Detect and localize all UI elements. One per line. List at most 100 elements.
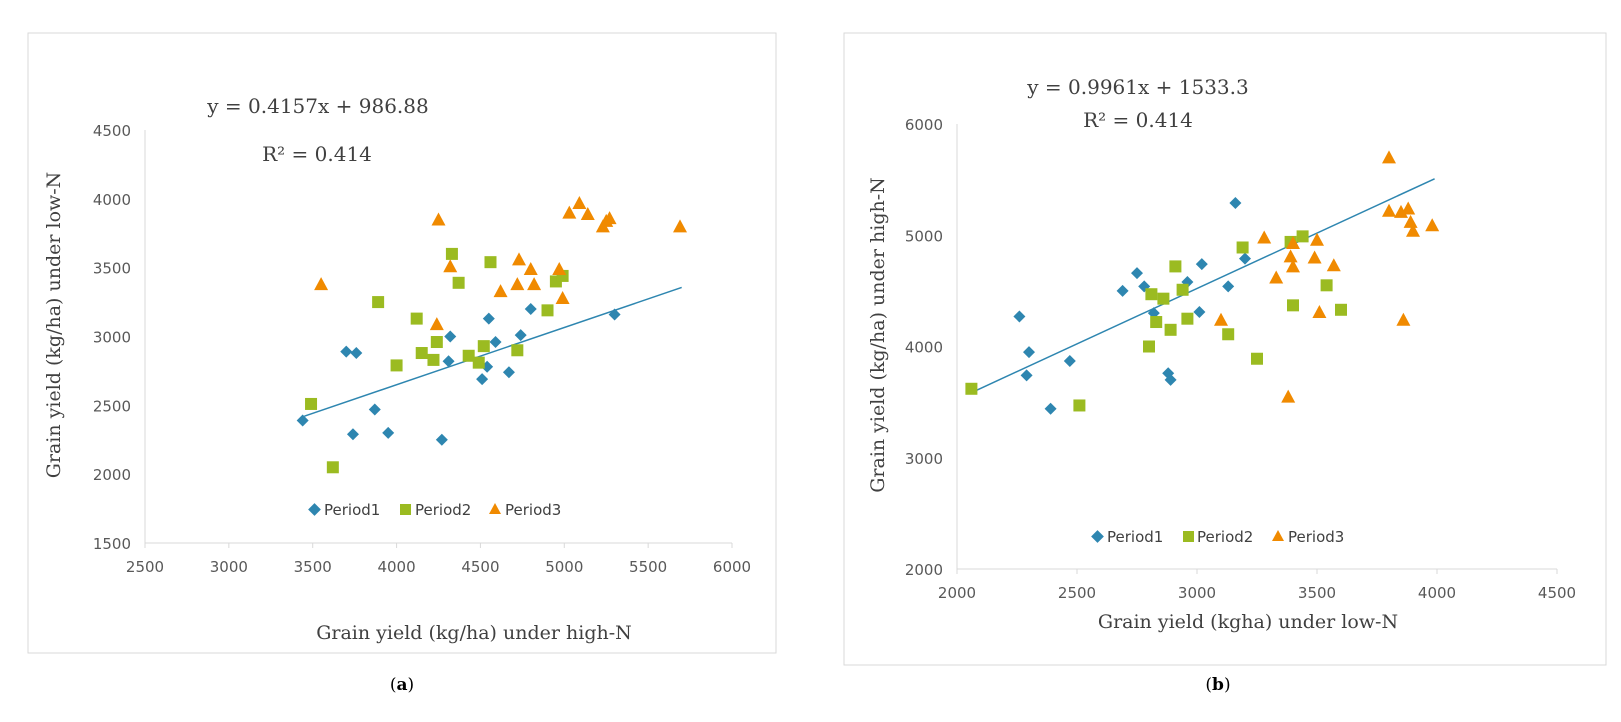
point-period3 [1269,270,1284,284]
point-period2 [462,349,475,362]
y-tick-label: 6000 [905,116,943,134]
chart-a-r2: R² = 0.414 [262,142,372,166]
y-tick-label: 1500 [93,535,131,553]
chart-b: y = 0.9961x + 1533.3 R² = 0.414 Grain yi… [867,75,1576,633]
point-period2 [965,382,978,395]
point-period2 [1143,340,1155,353]
point-period2 [452,276,465,289]
chart-a-legend: Period1 Period2 Period3 [308,501,561,519]
point-period2 [305,397,318,410]
chart-a-trendline [304,286,682,417]
point-period2 [1335,303,1347,316]
point-period2 [415,347,428,360]
point-period1 [1044,402,1057,415]
point-period2 [1176,283,1189,296]
point-period1 [346,428,359,441]
point-period1 [1164,373,1177,386]
chart-b-xlabel: Grain yield (kgha) under low-N [1098,611,1398,633]
point-period1 [1229,196,1242,209]
point-period3 [1382,150,1396,164]
point-period1 [482,312,495,325]
point-period2 [1157,292,1170,305]
point-period3 [431,212,446,226]
legend-b-period2-label: Period2 [1197,528,1253,546]
point-period2 [1169,260,1182,273]
x-tick-label: 3500 [294,558,332,576]
point-period3 [1406,223,1420,237]
point-period3 [429,317,444,331]
point-period3 [562,205,577,219]
legend-a-period2-marker [400,504,411,515]
point-period3 [314,277,329,291]
x-tick-label: 5500 [629,558,667,576]
chart-a-equation: y = 0.4157x + 986.88 [206,94,428,118]
caption-b: (b) [1205,675,1230,695]
x-tick-label: 4500 [461,558,499,576]
point-period3 [1307,250,1322,264]
x-tick-label: 3000 [210,558,248,576]
point-period1 [296,414,309,427]
point-period1 [1239,252,1251,265]
point-period2 [445,247,458,260]
point-period3 [572,195,587,209]
point-period2 [1222,328,1235,341]
point-period1 [1116,284,1129,297]
point-period1 [350,347,363,360]
point-period2 [372,296,385,309]
point-period1 [435,433,448,446]
x-tick-label: 3500 [1298,584,1336,602]
point-period1 [514,329,527,342]
y-tick-label: 5000 [905,227,943,245]
point-period3 [510,277,525,291]
legend-b-period1-label: Period1 [1107,528,1163,546]
point-period1 [1020,369,1033,382]
point-period3 [1214,312,1228,326]
point-period3 [1382,203,1396,217]
y-tick-label: 4500 [93,122,131,140]
point-period2 [326,461,339,474]
point-period2 [430,336,443,349]
point-period3 [1257,230,1272,244]
point-period2 [484,256,497,269]
y-tick-label: 4000 [905,339,943,357]
chart-a-xlabel: Grain yield (kg/ha) under high-N [316,622,632,644]
x-tick-label: 4000 [377,558,415,576]
point-period1 [444,330,457,343]
point-period2 [410,312,423,325]
point-period2 [1251,352,1263,365]
point-period1 [476,373,489,386]
point-period2 [472,356,485,369]
chart-b-trendline [971,178,1435,394]
x-tick-label: 2000 [938,584,976,602]
point-period1 [1013,310,1026,323]
point-period3 [1312,305,1327,319]
chart-b-legend: Period1 Period2 Period3 [1091,528,1344,546]
point-period2 [1150,316,1163,329]
y-tick-label: 3000 [93,329,131,347]
point-period3 [1310,232,1324,246]
legend-a-period2-label: Period2 [415,501,471,519]
point-period2 [1181,312,1194,325]
point-period3 [673,219,688,233]
point-period3 [1396,312,1411,326]
point-period2 [1320,279,1333,292]
point-period3 [1425,218,1440,232]
x-tick-label: 2500 [1058,584,1096,602]
y-tick-label: 2000 [905,561,943,579]
legend-a-period3-label: Period3 [505,501,561,519]
chart-a-frame [27,32,777,654]
point-period3 [1286,236,1300,250]
point-period1 [442,355,455,368]
point-period2 [477,340,490,353]
point-period3 [1281,389,1296,403]
point-period3 [527,277,542,291]
chart-b-frame [843,32,1607,666]
legend-b-period3-marker [1272,530,1284,541]
y-tick-label: 2500 [93,397,131,415]
point-period1 [1063,354,1076,367]
point-period2 [390,359,403,372]
point-period1 [368,403,381,416]
caption-a: (a) [390,675,414,695]
point-period3 [1394,204,1408,218]
